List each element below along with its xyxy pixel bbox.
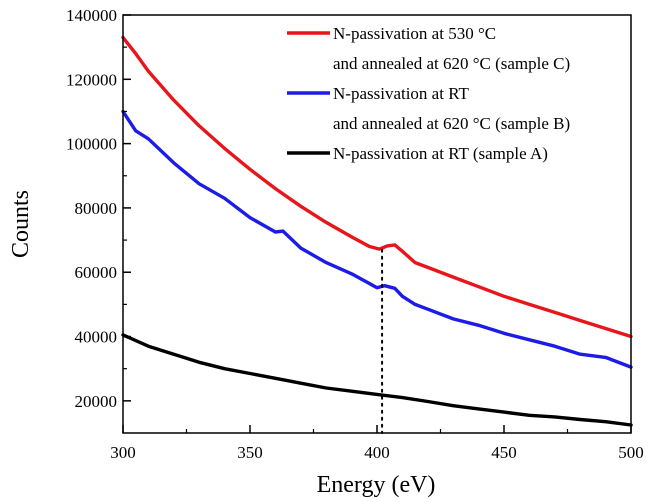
legend-label-1-1: and annealed at 620 °C (sample B) — [333, 114, 570, 133]
x-tick-label-0: 300 — [110, 443, 136, 462]
y-tick-label-2: 60000 — [75, 263, 118, 282]
y-tick-label-0: 20000 — [75, 392, 118, 411]
y-tick-label-6: 140000 — [66, 6, 117, 25]
series-line-1 — [121, 109, 633, 369]
x-tick-label-4: 500 — [618, 443, 644, 462]
y-tick-label-4: 100000 — [66, 135, 117, 154]
y-tick-label-3: 80000 — [75, 199, 118, 218]
x-tick-label-2: 400 — [364, 443, 390, 462]
x-axis-title: Energy (eV) — [317, 472, 436, 498]
x-tick-label-1: 350 — [237, 443, 263, 462]
legend-label-0-0: N-passivation at 530 °C — [333, 24, 496, 43]
series-line-0 — [121, 35, 633, 339]
series-layer — [121, 35, 633, 427]
legend: N-passivation at 530 °C and annealed at 6… — [287, 24, 570, 163]
y-tick-label-1: 40000 — [75, 328, 118, 347]
y-axis-title: Counts — [8, 190, 34, 258]
legend-label-2-0: N-passivation at RT (sample A) — [333, 144, 548, 163]
axes-layer: 300 350 400 450 500 20000 40000 60000 80000 10000… — [66, 6, 644, 462]
plot-frame — [122, 14, 632, 434]
x-tick-label-3: 450 — [491, 443, 517, 462]
legend-label-0-1: and annealed at 620 °C (sample C) — [333, 54, 570, 73]
series-line-2 — [121, 333, 633, 427]
y-tick-label-5: 120000 — [66, 70, 117, 89]
legend-label-1-0: N-passivation at RT — [333, 84, 470, 103]
